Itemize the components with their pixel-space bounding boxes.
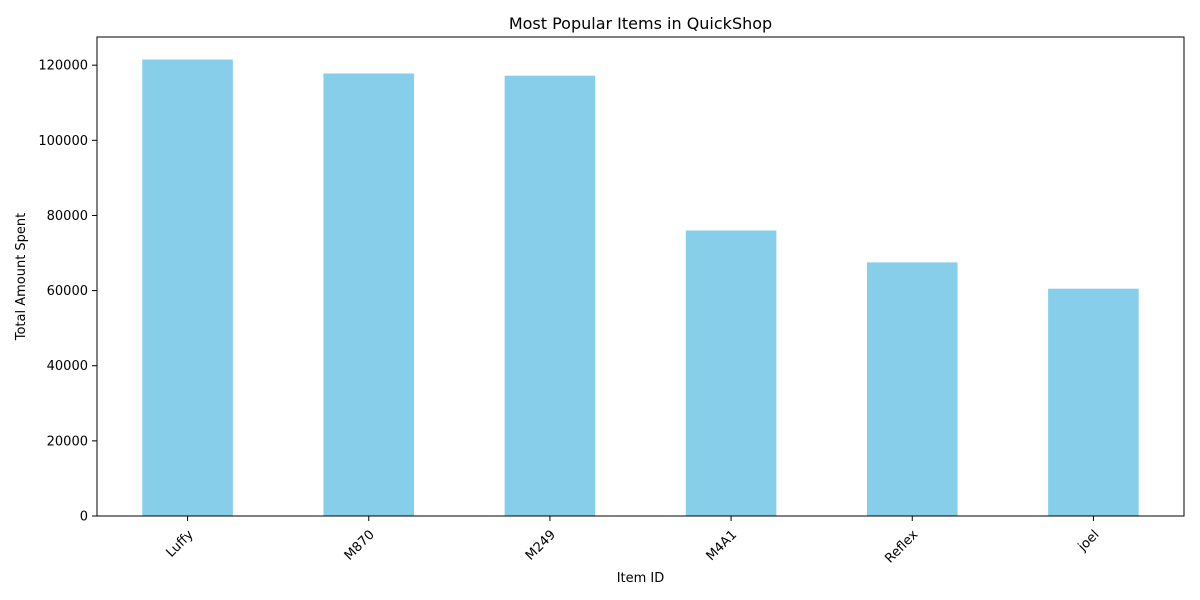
bar-m870 bbox=[323, 73, 415, 516]
bar-m249 bbox=[504, 75, 596, 516]
chart-title: Most Popular Items in QuickShop bbox=[509, 14, 772, 33]
y-tick-label: 80000 bbox=[47, 209, 88, 224]
x-axis: Luffy M870 M249 M4A1 Reflex joel bbox=[163, 516, 1102, 566]
plot-frame bbox=[96, 36, 1185, 517]
x-tick-label: M249 bbox=[523, 527, 559, 563]
bar-joel bbox=[1048, 288, 1139, 516]
y-tick-label: 120000 bbox=[38, 59, 88, 74]
y-tick-label: 20000 bbox=[47, 434, 88, 449]
bar-luffy bbox=[142, 59, 233, 516]
x-tick-label: Reflex bbox=[882, 527, 921, 566]
bar-reflex bbox=[866, 262, 958, 516]
x-tick-label: M4A1 bbox=[704, 527, 741, 564]
y-axis: 0 20000 40000 60000 80000 100000 120000 bbox=[38, 59, 97, 525]
y-tick-label: 60000 bbox=[47, 284, 88, 299]
x-tick-label: joel bbox=[1075, 527, 1103, 555]
x-axis-label: Item ID bbox=[617, 571, 665, 586]
x-tick-label: Luffy bbox=[163, 527, 196, 560]
bars-group bbox=[142, 59, 1139, 517]
x-tick-label: M870 bbox=[342, 527, 378, 563]
y-tick-label: 100000 bbox=[38, 134, 88, 149]
y-tick-label: 0 bbox=[80, 510, 88, 525]
bar-m4a1 bbox=[685, 230, 777, 517]
y-axis-label: Total Amount Spent bbox=[14, 213, 29, 342]
y-tick-label: 40000 bbox=[47, 359, 88, 374]
